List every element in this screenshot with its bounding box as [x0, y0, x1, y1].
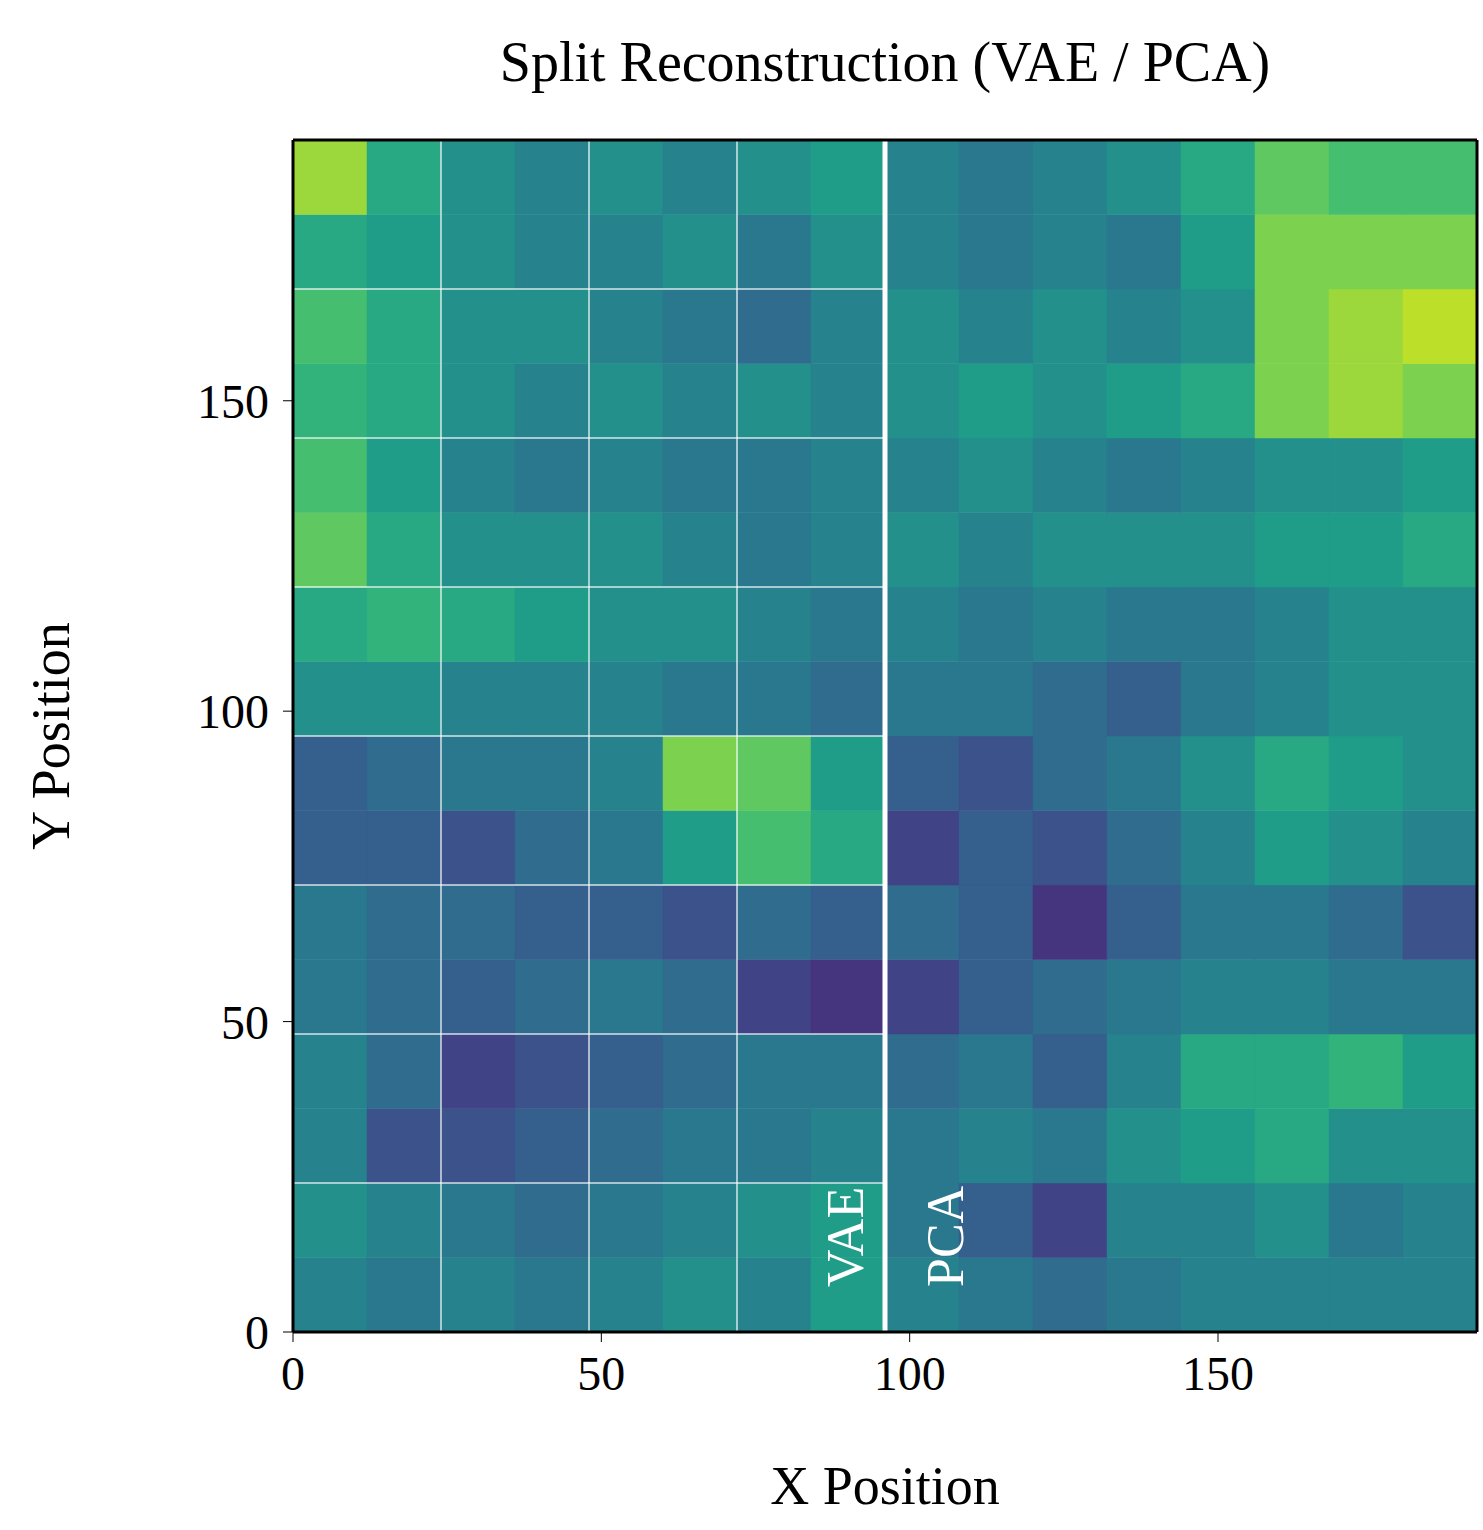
svg-text:100: 100: [197, 685, 269, 738]
svg-text:150: 150: [197, 375, 269, 428]
svg-text:0: 0: [281, 1347, 305, 1400]
svg-text:PCA: PCA: [917, 1185, 974, 1287]
svg-text:0: 0: [245, 1306, 269, 1359]
svg-text:Y Position: Y Position: [21, 622, 81, 850]
html-text:Split Reconstruction (VAE / PC: Split Reconstruction (VAE / PCA): [499, 31, 1271, 93]
svg-text:X Position: X Position: [770, 1456, 1000, 1516]
svg-text:50: 50: [577, 1347, 625, 1400]
svg-text:150: 150: [1182, 1347, 1254, 1400]
svg-text:100: 100: [874, 1347, 946, 1400]
svg-text:50: 50: [221, 996, 269, 1049]
svg-text:VAE: VAE: [817, 1187, 874, 1287]
